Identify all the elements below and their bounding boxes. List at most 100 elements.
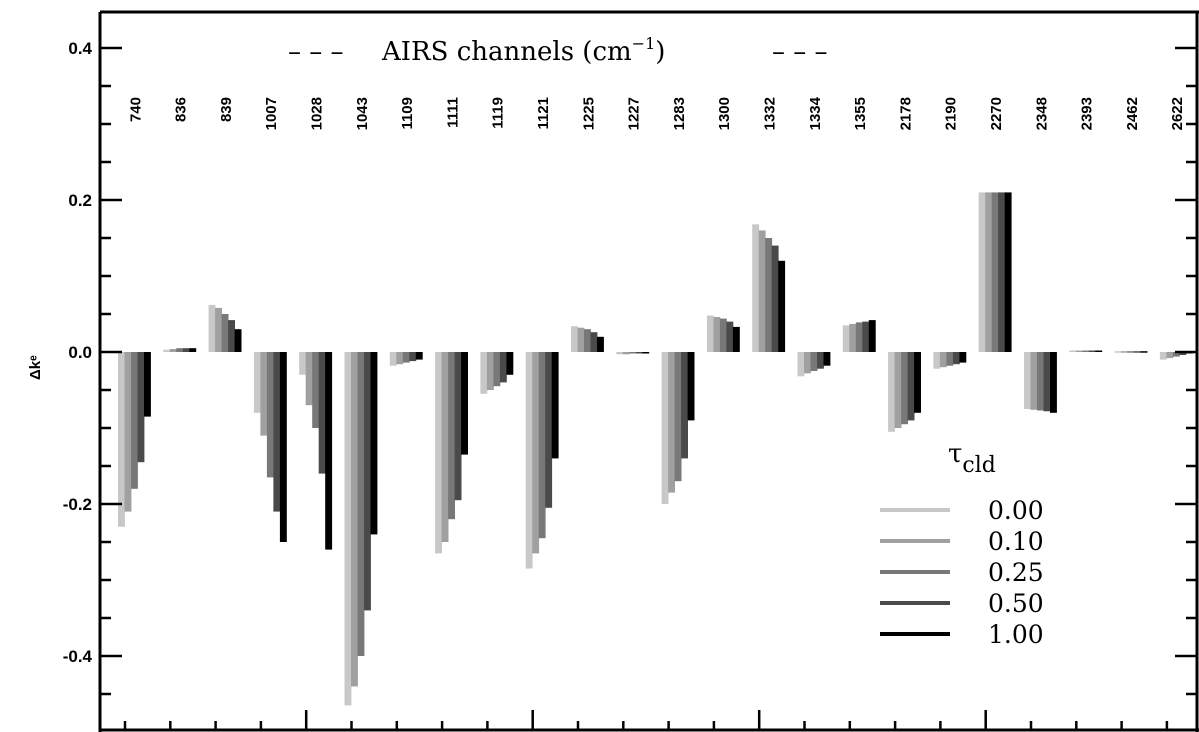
bar-1225-tau-0.50 xyxy=(590,332,598,352)
bar-1111-tau-0.25 xyxy=(448,352,455,520)
bar-2270-tau-0.50 xyxy=(998,192,1006,352)
legend-label-0.25: 0.25 xyxy=(988,558,1044,587)
y-tick-label: -0.2 xyxy=(63,495,92,514)
bar-2270-tau-0.10 xyxy=(985,192,993,352)
channel-label-1227: 1227 xyxy=(626,97,643,130)
bar-1332-tau-1.00 xyxy=(778,260,786,352)
bar-1332-tau-0.25 xyxy=(765,238,773,352)
channel-label-1355: 1355 xyxy=(852,97,869,130)
bar-740-tau-0.10 xyxy=(124,352,132,512)
bar-1111-tau-0.50 xyxy=(454,352,462,501)
channel-label-2348: 2348 xyxy=(1033,97,1050,130)
bar-1334-tau-0.10 xyxy=(804,352,811,374)
bar-2348-tau-0.00 xyxy=(1024,352,1031,409)
bar-2270-tau-0.25 xyxy=(991,192,999,352)
title-dashes-right: – – – xyxy=(772,37,828,67)
bar-1043-tau-0.25 xyxy=(357,352,365,656)
bar-836-tau-0.50 xyxy=(182,348,190,352)
y-tick-label: 0.0 xyxy=(68,343,92,362)
bars-layer xyxy=(118,192,1193,706)
bar-1334-tau-0.25 xyxy=(810,352,818,371)
title-dashes-left: – – – xyxy=(288,37,344,67)
bar-2178-tau-0.10 xyxy=(894,352,902,428)
legend-label-0.50: 0.50 xyxy=(988,589,1044,618)
bar-1355-tau-0.10 xyxy=(849,323,857,352)
bar-1007-tau-0.10 xyxy=(260,352,268,436)
bar-2393-tau-0.00 xyxy=(1069,350,1077,352)
bar-740-tau-1.00 xyxy=(144,352,151,417)
bar-1227-tau-0.00 xyxy=(616,352,624,355)
bar-1028-tau-1.00 xyxy=(325,352,333,550)
bar-839-tau-0.25 xyxy=(221,314,229,352)
bar-1007-tau-0.00 xyxy=(253,352,261,413)
bar-2462-tau-0.50 xyxy=(1134,351,1141,353)
bar-1121-tau-0.00 xyxy=(525,352,533,569)
y-axis-label: Δkᵉ xyxy=(27,355,44,380)
bar-2190-tau-0.00 xyxy=(933,352,941,369)
bar-1119-tau-0.25 xyxy=(493,352,501,387)
bar-740-tau-0.00 xyxy=(118,352,125,527)
channel-label-1225: 1225 xyxy=(580,97,597,130)
bar-1334-tau-0.00 xyxy=(797,352,805,377)
bar-1283-tau-0.10 xyxy=(668,352,675,493)
bar-1227-tau-0.50 xyxy=(635,352,643,354)
bar-1007-tau-0.25 xyxy=(266,352,274,478)
bar-2462-tau-0.00 xyxy=(1114,351,1122,353)
y-tick-label: -0.4 xyxy=(63,647,93,666)
bar-2348-tau-0.50 xyxy=(1043,352,1051,412)
bar-2462-tau-0.10 xyxy=(1121,351,1128,353)
title-text: AIRS channels (cm−1) xyxy=(381,34,665,67)
bar-1332-tau-0.50 xyxy=(771,245,779,352)
bar-1043-tau-0.10 xyxy=(351,352,358,687)
legend-label-1.00: 1.00 xyxy=(988,620,1044,649)
bar-1300-tau-0.10 xyxy=(713,317,721,352)
channel-label-1111: 1111 xyxy=(444,97,461,128)
bar-2190-tau-0.50 xyxy=(952,352,960,365)
bar-1300-tau-0.50 xyxy=(726,321,734,352)
bar-1332-tau-0.00 xyxy=(752,224,760,352)
bar-1121-tau-0.50 xyxy=(545,352,553,508)
bar-2393-tau-0.50 xyxy=(1088,350,1096,352)
bar-1300-tau-0.25 xyxy=(719,318,727,352)
legend-label-0.00: 0.00 xyxy=(988,496,1044,525)
bar-2190-tau-1.00 xyxy=(959,352,967,363)
bar-1109-tau-1.00 xyxy=(415,352,423,360)
bar-2393-tau-0.10 xyxy=(1075,350,1083,352)
bar-1283-tau-0.00 xyxy=(661,352,669,504)
bar-2178-tau-1.00 xyxy=(914,352,921,413)
bar-836-tau-0.25 xyxy=(176,348,184,352)
bar-1121-tau-1.00 xyxy=(551,352,559,459)
bar-1043-tau-1.00 xyxy=(370,352,378,535)
bar-1355-tau-0.25 xyxy=(855,322,863,352)
bar-1225-tau-0.10 xyxy=(577,327,585,352)
bar-1283-tau-1.00 xyxy=(687,352,695,421)
bar-1109-tau-0.50 xyxy=(409,352,417,362)
bar-2462-tau-0.25 xyxy=(1127,351,1135,353)
bar-1300-tau-0.00 xyxy=(706,315,714,352)
channel-label-2393: 2393 xyxy=(1079,97,1096,130)
bar-1332-tau-0.10 xyxy=(758,230,766,352)
bar-836-tau-0.10 xyxy=(169,349,177,352)
bar-2348-tau-0.25 xyxy=(1037,352,1044,411)
bar-836-tau-0.00 xyxy=(163,349,171,352)
bar-2348-tau-1.00 xyxy=(1050,352,1057,413)
bar-1225-tau-0.25 xyxy=(584,329,591,352)
channel-label-1109: 1109 xyxy=(399,97,416,130)
title-main: AIRS channels (cm xyxy=(381,37,632,67)
channel-label-1121: 1121 xyxy=(535,97,552,130)
bar-836-tau-1.00 xyxy=(189,348,197,352)
bar-2462-tau-1.00 xyxy=(1140,351,1148,353)
bar-839-tau-0.00 xyxy=(208,304,216,352)
bar-2190-tau-0.10 xyxy=(939,352,947,368)
channel-label-1283: 1283 xyxy=(671,97,688,130)
legend: τcld 0.000.100.250.501.00 xyxy=(880,439,1044,649)
labels-layer: 740 836 839 1007 1028 1043 1109 1111 1119 1121 122… xyxy=(27,39,1186,666)
bar-1121-tau-0.25 xyxy=(538,352,546,539)
bar-1227-tau-0.25 xyxy=(629,352,637,354)
bar-1007-tau-1.00 xyxy=(279,352,287,542)
legend-label-0.10: 0.10 xyxy=(988,527,1044,556)
y-tick-label: 0.2 xyxy=(68,191,92,210)
channel-label-740: 740 xyxy=(127,97,144,122)
channel-label-2190: 2190 xyxy=(943,97,960,130)
